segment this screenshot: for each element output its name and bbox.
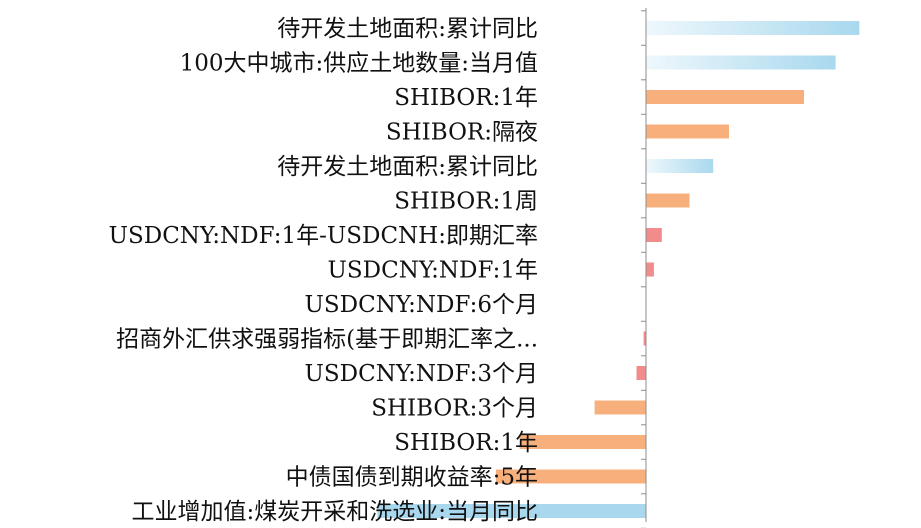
category-label-0: 待开发土地面积:累计同比 — [277, 16, 538, 42]
bar-13 — [495, 469, 646, 484]
bar-6 — [646, 228, 662, 242]
bar-10 — [636, 366, 646, 380]
category-labels: 待开发土地面积:累计同比 100大中城市:供应土地数量:当月值 SHIBOR:1年 S… — [109, 16, 538, 525]
zero-axis — [641, 8, 647, 528]
bar-2 — [646, 90, 804, 104]
bar-5 — [646, 193, 690, 208]
bar-3 — [646, 124, 729, 139]
bar-9 — [643, 331, 646, 346]
category-label-5: SHIBOR:1周 — [394, 189, 538, 215]
bar-12 — [519, 435, 646, 449]
category-label-4: 待开发土地面积:累计同比 — [277, 154, 538, 180]
category-label-3: SHIBOR:隔夜 — [386, 120, 538, 146]
category-label-9: 招商外汇供求强弱指标(基于即期汇率之... — [116, 327, 538, 353]
bar-7 — [646, 262, 654, 277]
category-label-2: SHIBOR:1年 — [394, 85, 538, 111]
category-label-11: SHIBOR:3个月 — [371, 396, 538, 422]
category-label-6: USDCNY:NDF:1年-USDCNH:即期汇率 — [109, 223, 538, 249]
bar-0 — [646, 21, 860, 35]
category-label-1: 100大中城市:供应土地数量:当月值 — [180, 51, 538, 77]
bars-group — [377, 21, 860, 518]
category-label-14: 工业增加值:煤炭开采和洗选业:当月同比 — [132, 499, 539, 525]
category-label-12: SHIBOR:1年 — [394, 430, 538, 456]
bar-14 — [377, 504, 646, 518]
category-label-7: USDCNY:NDF:1年 — [328, 258, 538, 284]
bar-1 — [646, 55, 836, 70]
category-label-13: 中债国债到期收益率:5年 — [286, 465, 538, 491]
category-label-8: USDCNY:NDF:6个月 — [305, 292, 538, 318]
bar-4 — [646, 159, 714, 173]
bar-11 — [594, 400, 646, 415]
category-label-10: USDCNY:NDF:3个月 — [305, 361, 538, 387]
